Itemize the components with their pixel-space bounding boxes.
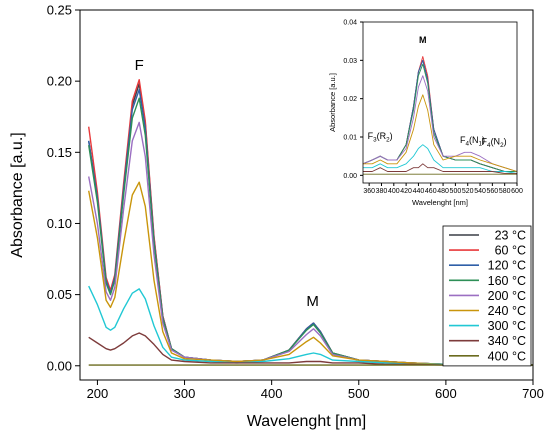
inset-x-tick-label-9: 540 [474, 188, 486, 195]
inset-y-tick-label-1: 0.01 [343, 134, 357, 141]
legend-label-5: 240 °C [488, 304, 526, 318]
inset-x-tick-label-6: 480 [437, 188, 449, 195]
main-series-line-6 [88, 285, 533, 366]
inset-x-tick-label-8: 520 [462, 188, 474, 195]
inset-annotation-2: F4(N1) [460, 135, 485, 148]
legend-label-6: 300 °C [488, 319, 526, 333]
inset-y-tick-label-0: 0.00 [343, 173, 357, 180]
legend-label-0: 23 °C [495, 229, 526, 243]
inset-y-tick-label-2: 0.02 [343, 96, 357, 103]
main-x-axis-label: Wavelenght [nm] [247, 413, 366, 430]
legend-label-3: 160 °C [488, 274, 526, 288]
inset-x-tick-label-3: 420 [400, 188, 412, 195]
legend-label-2: 120 °C [488, 259, 526, 273]
inset-y-axis-label: Absorbance [a.u.] [328, 73, 337, 132]
main-y-tick-label-4: 0.20 [47, 74, 72, 89]
inset-x-tick-label-7: 500 [450, 188, 462, 195]
main-y-tick-label-1: 0.05 [47, 287, 72, 302]
main-x-tick-label-5: 700 [522, 386, 544, 401]
main-x-tick-label-0: 200 [87, 386, 109, 401]
inset-plot-frame [362, 21, 518, 184]
inset-y-tick-label-3: 0.03 [343, 58, 357, 65]
main-y-tick-label-3: 0.15 [47, 145, 72, 160]
inset-x-tick-label-1: 380 [376, 188, 388, 195]
inset-x-axis-label: Wavelenght [nm] [412, 198, 468, 207]
inset-annotation-3: F4(N2) [482, 137, 507, 150]
main-series-line-5 [88, 181, 533, 366]
inset-x-tick-label-12: 600 [511, 188, 523, 195]
main-x-tick-label-2: 400 [261, 386, 283, 401]
inset-x-tick-label-11: 580 [499, 188, 511, 195]
main-y-tick-label-2: 0.10 [47, 216, 72, 231]
main-series-line-7 [88, 332, 533, 366]
inset-x-tick-label-4: 440 [413, 188, 425, 195]
main-annotation-1: M [306, 293, 319, 310]
legend-label-8: 400 °C [488, 349, 526, 363]
inset-background [315, 16, 527, 219]
legend-label-7: 340 °C [488, 334, 526, 348]
inset-x-tick-label-5: 460 [425, 188, 437, 195]
inset-series-line-5 [363, 94, 518, 172]
legend-label-4: 200 °C [488, 289, 526, 303]
main-x-tick-label-3: 500 [348, 386, 370, 401]
inset-series-line-4 [362, 75, 518, 172]
main-plot-frame [79, 9, 534, 381]
main-y-tick-label-0: 0.00 [47, 358, 72, 373]
legend-label-1: 60 °C [495, 244, 526, 258]
inset-x-tick-label-2: 400 [388, 188, 400, 195]
inset-series-line-6 [363, 144, 518, 174]
inset-x-tick-label-0: 360 [363, 188, 375, 195]
main-y-tick-label-5: 0.25 [47, 3, 72, 18]
main-annotation-0: F [135, 57, 144, 74]
inset-annotation-0: M [419, 35, 427, 45]
inset-series-line-7 [363, 163, 517, 174]
inset-x-tick-label-10: 560 [487, 188, 499, 195]
main-x-tick-label-1: 300 [174, 386, 196, 401]
main-x-tick-label-4: 600 [435, 386, 457, 401]
inset-annotation-1: F3(R2) [368, 131, 393, 144]
inset-y-tick-label-4: 0.04 [343, 19, 357, 26]
main-y-axis-label: Absorbance [a.u.] [9, 132, 26, 257]
